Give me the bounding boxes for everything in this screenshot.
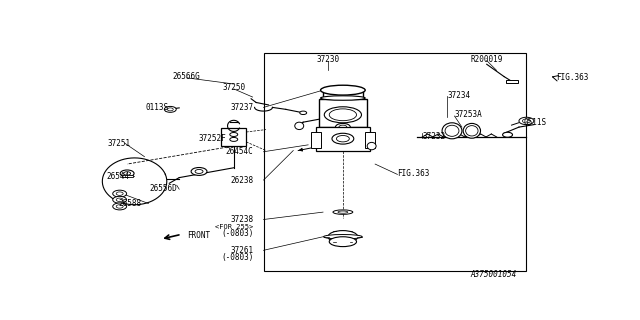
Text: 26238: 26238 [230,176,253,185]
Circle shape [113,190,127,197]
Text: 37251: 37251 [108,139,131,148]
Circle shape [230,132,237,136]
Bar [221,128,246,146]
Bar [264,53,526,271]
Bar [506,80,518,83]
Text: 26556D: 26556D [149,184,177,193]
Circle shape [116,205,123,208]
Text: 26588: 26588 [119,199,142,208]
Ellipse shape [324,107,362,123]
Bar [365,132,375,148]
Ellipse shape [367,142,376,150]
Text: 26454C: 26454C [226,147,253,156]
Circle shape [522,119,531,123]
Bar [316,127,370,150]
Text: 0113S: 0113S [145,103,168,112]
Ellipse shape [329,109,356,121]
Circle shape [335,124,350,131]
Text: 37238: 37238 [230,215,253,224]
Text: FIG.363: FIG.363 [397,169,430,179]
Bar [310,132,321,148]
Ellipse shape [321,96,365,100]
Text: 26566G: 26566G [173,72,200,81]
Text: 0511S: 0511S [524,118,547,127]
Text: 37261: 37261 [230,246,253,255]
Ellipse shape [295,122,304,130]
Ellipse shape [466,126,478,136]
Text: (-0803): (-0803) [221,253,253,262]
Ellipse shape [328,231,358,243]
Ellipse shape [338,211,348,213]
Circle shape [519,117,534,124]
Text: 37250: 37250 [222,83,245,92]
Bar [122,175,133,177]
Circle shape [164,107,176,112]
Bar [319,99,367,127]
Circle shape [332,133,354,144]
Ellipse shape [329,237,356,247]
Text: 26544: 26544 [106,172,129,181]
Text: 37253A: 37253A [454,110,482,119]
Circle shape [337,135,349,142]
Ellipse shape [321,85,365,95]
Circle shape [124,172,131,175]
Text: 37252F: 37252F [198,134,227,143]
Text: A375001054: A375001054 [470,270,516,279]
Text: 37237: 37237 [230,103,253,112]
Text: R200019: R200019 [470,55,503,64]
Ellipse shape [333,210,353,214]
Ellipse shape [442,123,462,139]
Text: 37232: 37232 [422,132,445,141]
Circle shape [116,192,123,195]
Text: FRONT: FRONT [187,231,210,240]
Text: FIG.363: FIG.363 [556,73,589,82]
Circle shape [113,196,127,203]
Text: 37234: 37234 [447,91,470,100]
Circle shape [167,108,173,111]
Circle shape [116,198,123,202]
Circle shape [230,138,237,141]
Text: (-0803): (-0803) [221,229,253,238]
Ellipse shape [445,125,459,136]
Ellipse shape [463,124,481,138]
Circle shape [191,167,207,175]
Circle shape [502,132,513,137]
Circle shape [120,170,134,177]
Circle shape [195,170,203,173]
Circle shape [339,125,347,129]
Circle shape [113,203,127,210]
Text: <FOR 255>: <FOR 255> [215,224,253,230]
Circle shape [300,111,307,115]
Bar [323,89,363,99]
Ellipse shape [324,235,362,239]
Text: 37230: 37230 [316,55,340,64]
